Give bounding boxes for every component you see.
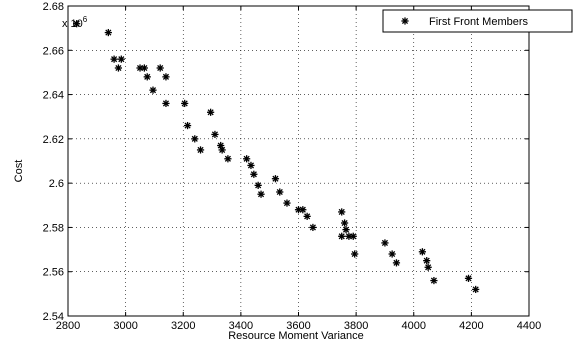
data-point [392,259,401,267]
legend: First Front Members [382,9,573,33]
x-tick-label: 2800 [56,320,80,332]
data-point [110,55,118,63]
data-point [140,64,148,72]
data-point [162,99,170,108]
data-point [424,263,432,271]
x-axis-label: Resource Moment Variance [228,330,364,342]
data-points [73,20,480,294]
x-tick-label: 4400 [517,320,541,332]
data-point [351,250,359,258]
x-tick-label: 4000 [402,320,426,332]
data-point [342,226,350,234]
x-tick-label: 4200 [459,320,483,332]
data-point [388,250,396,258]
data-point [218,146,226,154]
legend-marker [401,17,409,25]
legend-box [382,9,573,33]
x-tick-label: 3600 [286,320,310,332]
x-axis-ticks: 2800 3000 3200 3400 3600 3800 4000 4200 4400 [56,6,541,332]
data-point [149,86,157,94]
y-tick-label: 2.56 [43,267,64,279]
y-axis-label: Cost [13,160,25,183]
data-point [472,285,480,294]
y-tick-label: 2.54 [43,311,64,323]
legend-entry: First Front Members [429,16,529,28]
x-tick-label: 3400 [229,320,253,332]
data-point [117,55,125,63]
data-point [303,212,311,220]
x-tick-label: 3000 [113,320,137,332]
data-point [309,223,317,232]
y-tick-label: 2.58 [43,222,64,234]
data-point [191,135,199,143]
data-point [156,64,164,72]
data-point [430,276,438,285]
y-tick-label: 2.68 [43,1,64,13]
plot-frame [67,5,530,317]
data-point [423,257,431,265]
data-point [283,199,291,207]
data-point [338,208,346,216]
data-point [247,161,255,170]
data-point [341,219,349,227]
data-point [196,146,205,154]
data-point [73,20,81,28]
data-point [250,170,258,178]
data-point [143,73,151,81]
data-point [254,181,262,189]
data-point [224,155,232,163]
data-point [257,190,265,198]
data-point [243,155,251,163]
data-point [299,206,307,214]
x-tick-label: 3800 [344,320,368,332]
data-point [183,121,192,130]
data-point [114,64,123,72]
data-point [207,108,215,116]
data-point [464,274,473,282]
data-point [271,175,280,183]
legend-marker-star [401,17,409,25]
x-tick-label: 3200 [171,320,195,332]
y-multiplier-label: x 106 [62,15,88,30]
data-point [418,248,426,256]
data-point [181,99,189,108]
data-point [381,239,389,247]
y-tick-label: 2.62 [43,134,64,146]
y-tick-label: 2.64 [43,90,64,102]
data-point [162,73,170,81]
data-point [211,130,219,139]
grid-lines [68,6,529,316]
y-tick-label: 2.6 [49,178,64,190]
data-point [276,188,284,196]
data-point [349,232,357,240]
y-tick-label: 2.66 [43,45,64,57]
data-point [104,28,112,37]
data-point [338,232,346,240]
y-axis-ticks: 2.54 2.56 2.58 2.6 2.62 2.64 2.66 2.68 [43,1,529,323]
